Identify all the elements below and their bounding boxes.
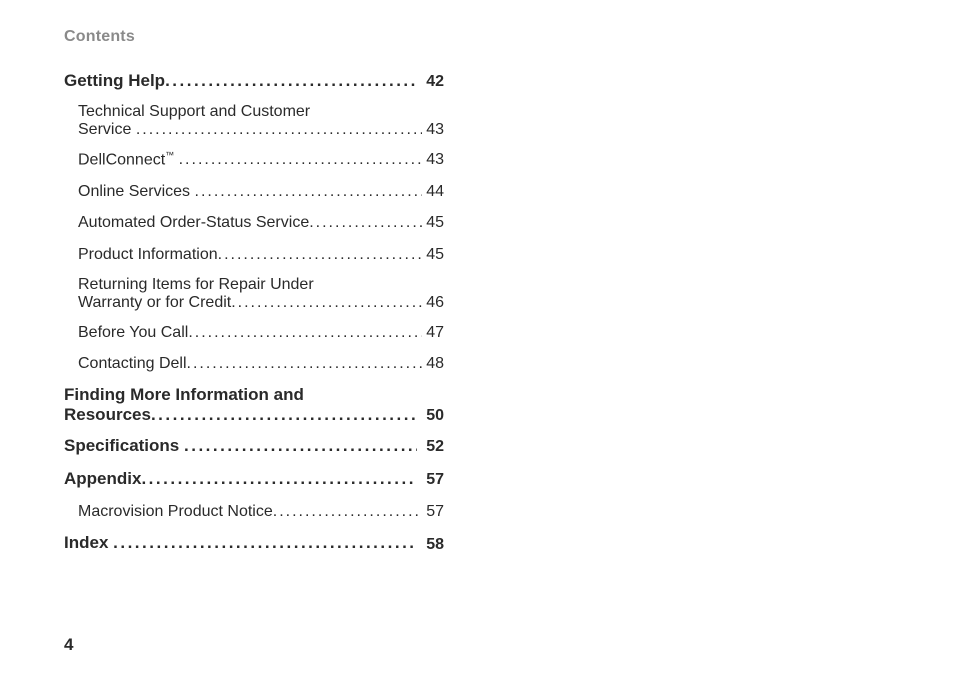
toc-leader: ........................................… bbox=[195, 181, 423, 203]
toc-label-line2: Service bbox=[78, 121, 131, 139]
toc-label: Online Services bbox=[78, 181, 190, 203]
toc-label-line1: Returning Items for Repair Under bbox=[78, 276, 444, 294]
toc-page-number: 46 bbox=[422, 294, 444, 312]
toc-label-line1: Technical Support and Customer bbox=[78, 103, 444, 121]
toc-sub-contacting-dell: Contacting Dell ........................… bbox=[64, 353, 444, 375]
toc-label-line2: Warranty or for Credit bbox=[78, 294, 231, 312]
toc-page-number: 45 bbox=[422, 212, 444, 234]
toc-page-number: 47 bbox=[422, 322, 444, 344]
trademark-symbol: ™ bbox=[165, 150, 174, 160]
toc-label: Index bbox=[64, 532, 108, 555]
toc-leader: ........................................… bbox=[188, 322, 422, 344]
toc-label: Macrovision Product Notice bbox=[78, 501, 273, 523]
table-of-contents: Getting Help ...........................… bbox=[64, 70, 444, 555]
toc-label: Contacting Dell bbox=[78, 353, 187, 375]
toc-leader: ........................................… bbox=[309, 212, 422, 234]
toc-page-number: 57 bbox=[422, 501, 444, 523]
document-page: Contents Getting Help ..................… bbox=[0, 0, 954, 677]
toc-label: Product Information bbox=[78, 244, 218, 266]
toc-page-number: 43 bbox=[422, 121, 444, 139]
toc-page-number: 58 bbox=[422, 534, 444, 556]
toc-page-number: 52 bbox=[422, 436, 444, 458]
toc-label: Appendix bbox=[64, 468, 141, 491]
toc-leader: ........................................… bbox=[151, 405, 417, 425]
document-page-number: 4 bbox=[64, 635, 73, 655]
toc-section-appendix: Appendix ...............................… bbox=[64, 468, 444, 491]
toc-leader: ........................................… bbox=[165, 70, 417, 93]
toc-sub-returning-items: Returning Items for Repair Under Warrant… bbox=[64, 276, 444, 312]
toc-sub-dellconnect: DellConnect™ ...........................… bbox=[64, 149, 444, 171]
toc-sub-online-services: Online Services ........................… bbox=[64, 181, 444, 203]
toc-page-number: 45 bbox=[422, 244, 444, 266]
contents-header: Contents bbox=[64, 28, 890, 46]
toc-sub-technical-support: Technical Support and Customer Service .… bbox=[64, 103, 444, 139]
toc-leader: ........................................… bbox=[231, 294, 422, 312]
toc-page-number: 57 bbox=[422, 469, 444, 491]
toc-label: Specifications bbox=[64, 435, 179, 458]
toc-label: DellConnect™ bbox=[78, 149, 174, 171]
toc-leader: ........................................… bbox=[273, 501, 422, 523]
toc-page-number: 44 bbox=[422, 181, 444, 203]
toc-section-getting-help: Getting Help ...........................… bbox=[64, 70, 444, 93]
toc-label-line1: Finding More Information and bbox=[64, 385, 444, 405]
toc-page-number: 50 bbox=[422, 407, 444, 425]
toc-leader: ........................................… bbox=[184, 435, 417, 458]
toc-sub-before-call: Before You Call ........................… bbox=[64, 322, 444, 344]
toc-section-index: Index ..................................… bbox=[64, 532, 444, 555]
toc-sub-auto-order: Automated Order-Status Service .........… bbox=[64, 212, 444, 234]
toc-leader: ........................................… bbox=[136, 121, 422, 139]
toc-leader: ........................................… bbox=[179, 149, 422, 171]
toc-label: Automated Order-Status Service bbox=[78, 212, 309, 234]
toc-leader: ........................................… bbox=[113, 532, 417, 555]
toc-leader: ........................................… bbox=[218, 244, 422, 266]
toc-label: Getting Help bbox=[64, 70, 165, 93]
toc-sub-macrovision: Macrovision Product Notice .............… bbox=[64, 501, 444, 523]
toc-page-number: 48 bbox=[422, 353, 444, 375]
toc-label-line2: Resources bbox=[64, 405, 151, 425]
toc-leader: ........................................… bbox=[187, 353, 423, 375]
toc-sub-product-info: Product Information ....................… bbox=[64, 244, 444, 266]
toc-section-specifications: Specifications .........................… bbox=[64, 435, 444, 458]
toc-leader: ........................................… bbox=[141, 468, 417, 491]
toc-label: Before You Call bbox=[78, 322, 188, 344]
toc-page-number: 43 bbox=[422, 149, 444, 171]
toc-page-number: 42 bbox=[422, 71, 444, 93]
toc-section-finding-more: Finding More Information and Resources .… bbox=[64, 385, 444, 425]
